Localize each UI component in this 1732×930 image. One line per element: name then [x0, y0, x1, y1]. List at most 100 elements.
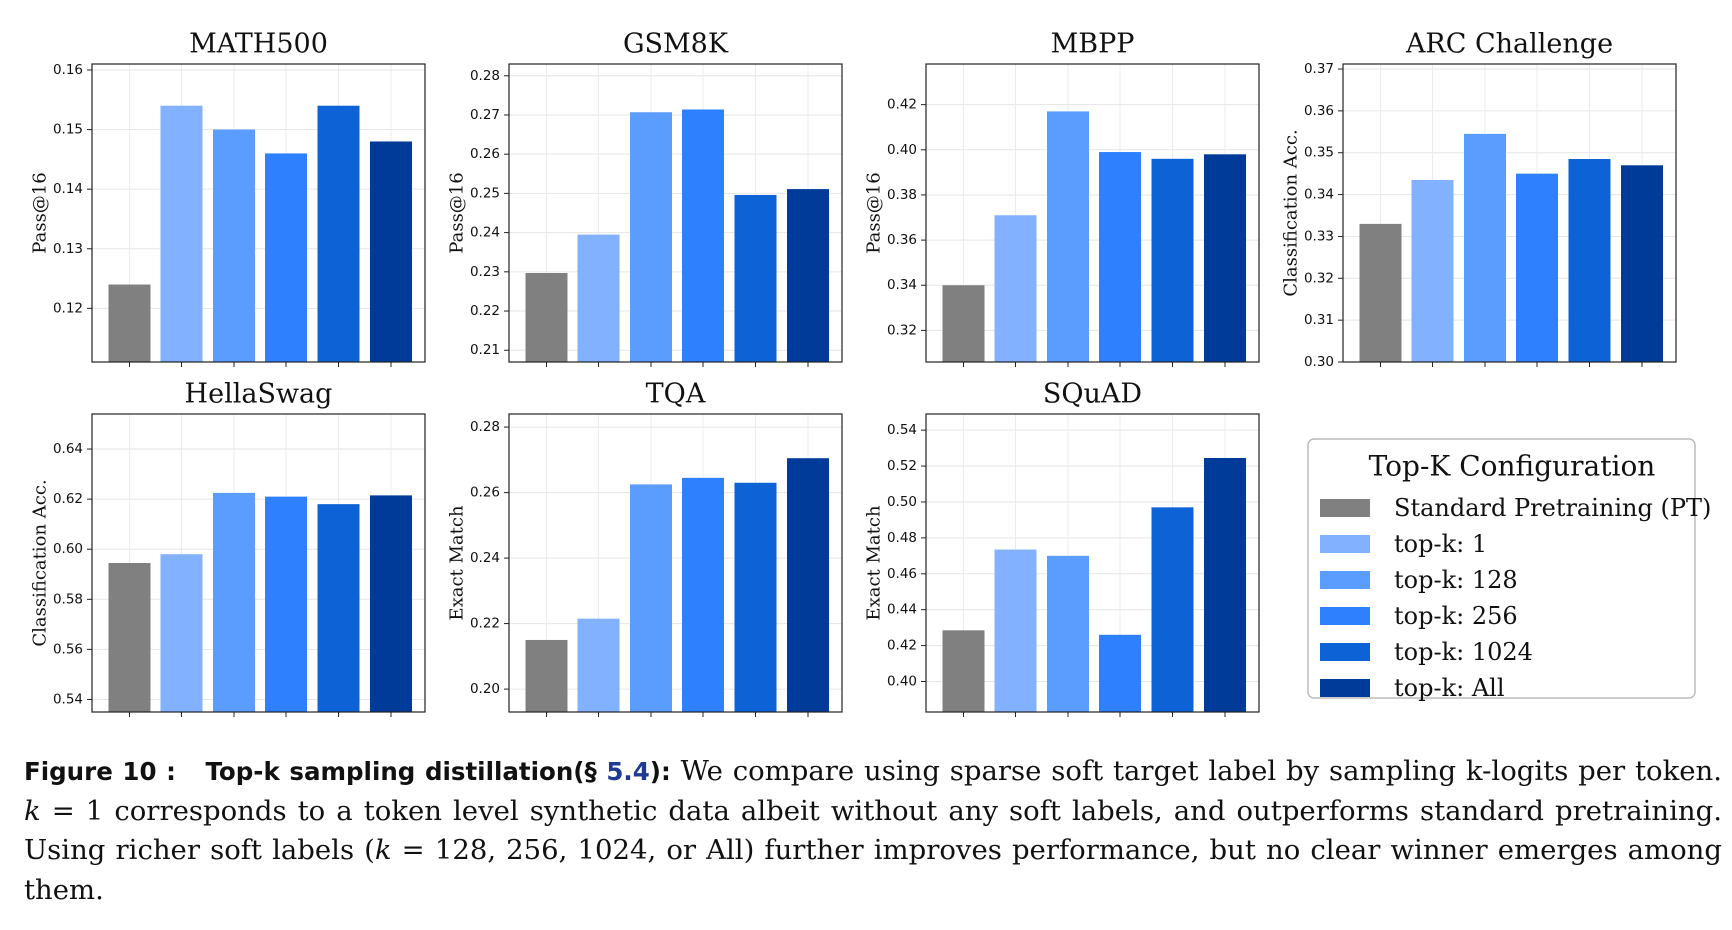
- legend-item: top-k: 1: [1320, 530, 1487, 558]
- legend-label: top-k: 1024: [1394, 638, 1533, 666]
- bar-top-k-1: [160, 554, 203, 712]
- y-tick-label: 0.36: [887, 232, 917, 248]
- chart-title: GSM8K: [623, 29, 729, 60]
- y-tick-label: 0.64: [53, 441, 83, 457]
- y-tick-label: 0.37: [1304, 61, 1334, 77]
- legend-label: top-k: All: [1394, 674, 1505, 702]
- y-axis-label: Pass@16: [447, 172, 468, 253]
- y-tick-label: 0.42: [887, 638, 917, 654]
- bar-standard-pretraining-pt-: [1359, 223, 1402, 362]
- bar-top-k-all: [787, 458, 829, 712]
- y-tick-label: 0.32: [1304, 270, 1334, 286]
- bar-top-k-all: [370, 495, 412, 712]
- chart-tqa: 0.20 0.22 0.24 0.26 0.28 TQA Exact Match: [447, 379, 843, 717]
- caption-bold-title: Top-k sampling distillation(§: [205, 757, 607, 786]
- bar-top-k-1: [1411, 179, 1454, 362]
- bar-top-k-1024: [317, 504, 360, 712]
- legend-label: Standard Pretraining (PT): [1394, 494, 1711, 522]
- legend-item: top-k: 128: [1320, 566, 1518, 594]
- y-tick-label: 0.22: [470, 303, 500, 319]
- y-tick-label: 0.54: [887, 422, 917, 438]
- y-tick-label: 0.42: [887, 97, 917, 113]
- bar-top-k-1024: [1568, 159, 1611, 362]
- y-tick-label: 0.34: [887, 277, 917, 293]
- chart-title: ARC Challenge: [1405, 29, 1613, 60]
- bar-top-k-1: [994, 549, 1037, 712]
- bar-standard-pretraining-pt-: [525, 639, 568, 712]
- y-tick-label: 0.38: [887, 187, 917, 203]
- bar-top-k-1: [577, 618, 620, 712]
- y-tick-label: 0.34: [1304, 187, 1334, 203]
- bar-top-k-128: [213, 129, 255, 362]
- y-tick-label: 0.31: [1304, 312, 1334, 328]
- bar-top-k-1024: [317, 105, 360, 362]
- caption-text-2: = 1 corresponds to a token level synthet…: [24, 794, 1722, 867]
- y-tick-label: 0.25: [470, 185, 500, 201]
- y-tick-label: 0.35: [1304, 145, 1334, 161]
- legend-label: top-k: 256: [1394, 602, 1518, 630]
- bar-top-k-128: [1464, 133, 1506, 362]
- bar-top-k-1024: [1151, 507, 1194, 712]
- y-tick-label: 0.60: [53, 541, 83, 557]
- chart-mbpp: 0.32 0.34 0.36 0.38 0.40 0.42 MBPP Pass@16: [864, 29, 1260, 367]
- y-tick-label: 0.28: [470, 419, 500, 435]
- bar-top-k-all: [1204, 154, 1246, 362]
- legend-item: top-k: 1024: [1320, 638, 1533, 666]
- y-tick-label: 0.62: [53, 491, 83, 507]
- legend-item: top-k: 256: [1320, 602, 1518, 630]
- bar-top-k-1: [577, 234, 620, 362]
- bar-top-k-1024: [734, 482, 777, 712]
- bar-top-k-128: [630, 484, 672, 712]
- bar-standard-pretraining-pt-: [108, 284, 151, 362]
- legend-label: top-k: 1: [1394, 530, 1487, 558]
- legend-swatch: [1320, 679, 1370, 697]
- bar-standard-pretraining-pt-: [108, 563, 151, 712]
- y-tick-label: 0.13: [53, 241, 83, 257]
- y-tick-label: 0.14: [53, 181, 83, 197]
- legend-swatch: [1320, 643, 1370, 661]
- y-tick-label: 0.48: [887, 530, 917, 546]
- chart-title: TQA: [646, 379, 706, 410]
- y-tick-label: 0.46: [887, 566, 917, 582]
- bar-top-k-all: [370, 141, 412, 362]
- y-tick-label: 0.56: [53, 641, 83, 657]
- caption-text-1: We compare using sparse soft target labe…: [670, 755, 1723, 787]
- chart-title: HellaSwag: [185, 379, 333, 410]
- bar-top-k-256: [265, 153, 307, 362]
- bar-top-k-128: [1047, 555, 1089, 712]
- y-tick-label: 0.24: [470, 225, 500, 241]
- chart-math500: 0.12 0.13 0.14 0.15 0.16 MATH500 Pass@16: [30, 29, 426, 367]
- plot-frame: [1342, 63, 1677, 363]
- y-tick-label: 0.27: [470, 107, 500, 123]
- y-tick-label: 0.12: [53, 300, 83, 316]
- legend-item: top-k: All: [1320, 674, 1505, 702]
- bar-top-k-128: [213, 492, 255, 712]
- bar-top-k-all: [1204, 457, 1246, 712]
- bar-top-k-1024: [1151, 158, 1194, 362]
- plot-frame: [508, 413, 843, 713]
- legend: Top-K Configuration Standard Pretraining…: [1307, 438, 1711, 702]
- legend-swatch: [1320, 607, 1370, 625]
- y-tick-label: 0.16: [53, 62, 83, 78]
- chart-gsm8k: 0.21 0.22 0.23 0.24 0.25 0.26 0.27 0.28 GSM8K Pas…: [447, 29, 843, 367]
- y-tick-label: 0.40: [887, 142, 917, 158]
- bar-top-k-256: [1099, 634, 1141, 712]
- chart-arc-challenge: 0.30 0.31 0.32 0.33 0.34 0.35 0.36 0.37 ARC Chal…: [1281, 29, 1677, 370]
- legend-swatch: [1320, 535, 1370, 553]
- caption-bold-close: ):: [649, 757, 671, 786]
- bar-top-k-1: [994, 215, 1037, 362]
- caption-section-ref[interactable]: 5.4: [606, 757, 650, 786]
- chart-title: SQuAD: [1043, 379, 1142, 410]
- caption-text-3: = 128, 256, 1024, or All) further improv…: [24, 834, 1723, 906]
- chart-title: MBPP: [1051, 29, 1135, 60]
- y-axis-label: Pass@16: [30, 172, 51, 253]
- caption-math-k2: k: [374, 834, 392, 866]
- figure-caption: Figure 10 : Top-k sampling distillation(…: [24, 752, 1722, 910]
- y-tick-label: 0.36: [1304, 103, 1334, 119]
- y-tick-label: 0.20: [470, 681, 500, 697]
- bar-top-k-1024: [734, 194, 777, 362]
- legend-item: Standard Pretraining (PT): [1320, 494, 1711, 522]
- chart-title: MATH500: [189, 29, 328, 60]
- legend-frame: [1307, 438, 1696, 699]
